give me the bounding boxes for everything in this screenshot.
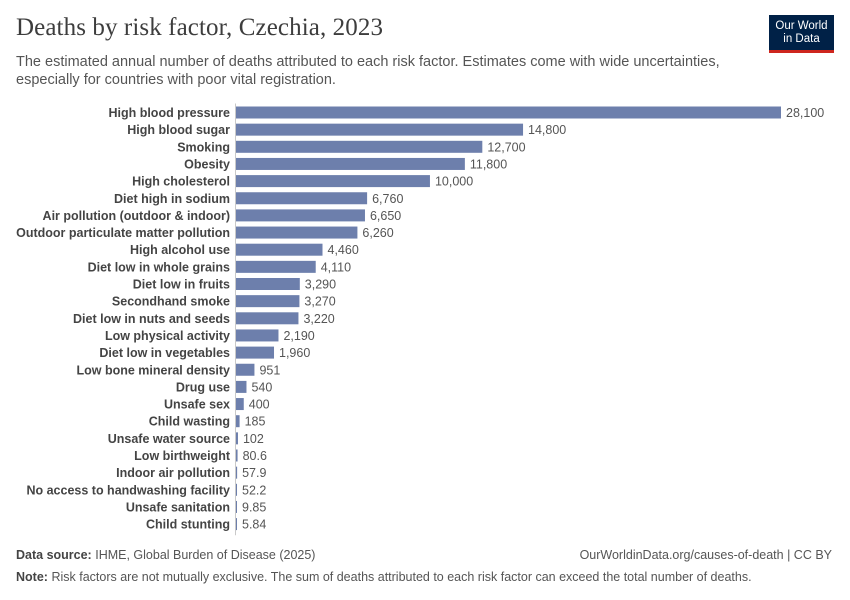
- bar[interactable]: [236, 312, 299, 325]
- bar[interactable]: [236, 329, 279, 342]
- category-label: Diet low in vegetables: [99, 346, 230, 360]
- source-text[interactable]: IHME, Global Burden of Disease (2025): [95, 548, 316, 562]
- value-label: 12,700: [487, 140, 525, 154]
- category-label: Low physical activity: [105, 329, 230, 343]
- bar[interactable]: [236, 518, 237, 531]
- value-label: 28,100: [786, 106, 824, 120]
- bar[interactable]: [236, 209, 365, 222]
- category-label: Unsafe sex: [164, 398, 230, 412]
- category-label: Diet low in nuts and seeds: [73, 312, 230, 326]
- value-label: 1,960: [279, 346, 310, 360]
- category-label: No access to handwashing facility: [26, 483, 230, 497]
- bar[interactable]: [236, 278, 300, 290]
- value-label: 4,110: [321, 260, 351, 274]
- value-label: 102: [243, 432, 264, 446]
- category-label: Unsafe sanitation: [126, 500, 230, 514]
- bar-chart: High blood pressure 28,100 High blood suga…: [16, 103, 824, 536]
- bar[interactable]: [236, 157, 465, 170]
- chart-subtitle: The estimated annual number of deaths at…: [16, 54, 720, 88]
- category-label: High blood sugar: [127, 123, 230, 137]
- category-label: Obesity: [184, 157, 230, 171]
- value-label: 5.84: [242, 518, 266, 532]
- value-label: 6,260: [362, 226, 393, 240]
- value-label: 57.9: [242, 466, 266, 480]
- value-label: 400: [249, 398, 270, 412]
- value-label: 2,190: [283, 329, 314, 343]
- category-label: Unsafe water source: [108, 432, 230, 446]
- value-label: 540: [251, 380, 272, 394]
- note-label: Note:: [16, 570, 48, 584]
- chart-note: Note: Risk factors are not mutually excl…: [16, 570, 752, 584]
- bar[interactable]: [236, 175, 430, 188]
- bar[interactable]: [236, 483, 238, 496]
- value-label: 6,760: [372, 192, 403, 206]
- value-label: 11,800: [470, 157, 507, 171]
- category-label: Low birthweight: [134, 449, 231, 463]
- category-label: Air pollution (outdoor & indoor): [43, 209, 230, 223]
- logo-line-1: Our World: [775, 20, 828, 32]
- value-label: 185: [245, 415, 266, 429]
- bar[interactable]: [236, 192, 368, 205]
- bar[interactable]: [236, 226, 358, 239]
- category-label: Outdoor particulate matter pollution: [16, 226, 230, 240]
- category-label: Drug use: [176, 380, 230, 394]
- logo-line-2: in Data: [783, 33, 820, 45]
- note-text: Risk factors are not mutually exclusive.…: [51, 570, 752, 584]
- bar[interactable]: [236, 415, 240, 428]
- bar[interactable]: [236, 295, 300, 308]
- bar[interactable]: [236, 500, 237, 513]
- bar[interactable]: [236, 466, 238, 479]
- bar[interactable]: [236, 260, 316, 273]
- value-label: 4,460: [328, 243, 359, 257]
- category-label: Diet low in whole grains: [88, 260, 230, 274]
- bar[interactable]: [236, 140, 483, 153]
- chart-title: Deaths by risk factor, Czechia, 2023: [16, 14, 384, 41]
- category-label: Diet low in fruits: [133, 278, 230, 292]
- value-label: 52.2: [242, 483, 266, 497]
- category-label: Smoking: [177, 140, 230, 154]
- value-label: 951: [259, 363, 280, 377]
- value-label: 10,000: [435, 175, 473, 189]
- value-label: 14,800: [528, 123, 566, 137]
- value-label: 6,650: [370, 209, 401, 223]
- data-source: Data source: IHME, Global Burden of Dise…: [16, 548, 315, 562]
- bar[interactable]: [236, 123, 524, 136]
- value-label: 80.6: [243, 449, 267, 463]
- category-label: Low bone mineral density: [77, 363, 231, 377]
- category-label: Child wasting: [149, 415, 230, 429]
- bar[interactable]: [236, 432, 238, 445]
- category-label: Secondhand smoke: [112, 295, 230, 309]
- category-label: High cholesterol: [132, 175, 230, 189]
- value-label: 3,270: [304, 295, 335, 309]
- value-label: 3,290: [305, 278, 336, 292]
- category-label: Indoor air pollution: [116, 466, 230, 480]
- bar[interactable]: [236, 449, 238, 462]
- bar[interactable]: [236, 106, 781, 119]
- bar[interactable]: [236, 346, 275, 359]
- value-label: 9.85: [242, 500, 266, 514]
- value-label: 3,220: [303, 312, 334, 326]
- category-label: High alcohol use: [130, 243, 230, 257]
- source-label: Data source:: [16, 548, 92, 562]
- bar[interactable]: [236, 363, 255, 376]
- bar[interactable]: [236, 398, 244, 411]
- bar[interactable]: [236, 243, 323, 256]
- category-label: Child stunting: [146, 518, 230, 532]
- category-label: High blood pressure: [108, 106, 230, 120]
- owid-logo[interactable]: Our World in Data: [769, 15, 834, 53]
- category-label: Diet high in sodium: [114, 192, 230, 206]
- source-url[interactable]: OurWorldinData.org/causes-of-death | CC …: [579, 548, 832, 562]
- bar[interactable]: [236, 380, 247, 393]
